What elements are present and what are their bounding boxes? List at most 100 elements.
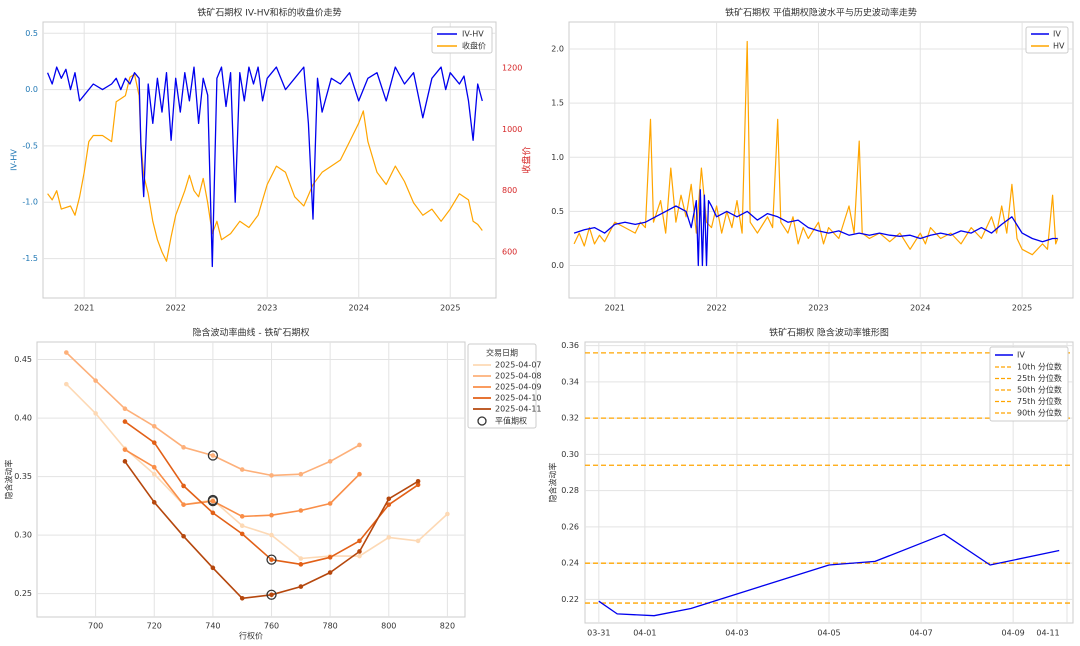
iv-line [573, 189, 1058, 267]
smile-point [269, 532, 274, 538]
x-tick-label: 04-03 [725, 629, 748, 638]
y-tick-label: 0.5 [551, 207, 564, 216]
y-tick-label: 0.40 [14, 414, 32, 423]
panel-smile-frame [36, 341, 466, 618]
y-tick-label: 0.0 [551, 261, 564, 270]
x-tick-label: 2025 [1012, 304, 1032, 313]
y-axis-label: 隐含波动率 [548, 463, 558, 503]
y-tick-label: 0.24 [561, 559, 579, 568]
x-tick-label: 740 [205, 622, 220, 631]
x-tick-label: 2024 [910, 304, 930, 313]
y2-tick-label: 600 [502, 248, 517, 257]
legend-label: IV [1017, 351, 1025, 360]
legend-frame [989, 346, 1069, 422]
smile-point [327, 459, 333, 464]
y-tick-label: 0.36 [561, 341, 579, 350]
smile-point [298, 556, 304, 561]
smile-point [151, 423, 157, 429]
smile-point [298, 562, 304, 567]
y-tick-label: 0.45 [14, 355, 32, 364]
smile-point [239, 467, 245, 472]
x-tick-label: 03-31 [587, 629, 610, 638]
smile-point [151, 471, 157, 477]
x-tick-label: 04-05 [817, 629, 840, 638]
x-tick-label: 2021 [605, 304, 625, 313]
y-tick-label: 0.28 [561, 486, 579, 495]
y-tick-label: 0.5 [25, 29, 38, 38]
x-tick-label: 820 [440, 622, 455, 631]
y-tick-label: 1.5 [551, 99, 564, 108]
ivhv-line [46, 66, 483, 268]
smile-point [298, 584, 304, 589]
y2-tick-label: 800 [502, 186, 517, 195]
smile-point [64, 381, 69, 387]
smile-point [415, 538, 421, 544]
x-tick-label: 700 [88, 622, 103, 631]
y2-axis-label: 收盘价 [521, 146, 533, 173]
cone-iv-line [598, 533, 1060, 617]
legend-label: 2025-04-11 [495, 405, 542, 414]
y-tick-label: 2.0 [551, 45, 564, 54]
y2-tick-label: 1000 [502, 125, 522, 134]
legend-label: HV [1053, 42, 1065, 51]
x-tick-label: 04-07 [909, 629, 932, 638]
smile-point [327, 555, 333, 560]
y-tick-label: 0.30 [14, 531, 32, 540]
legend-label: 2025-04-07 [495, 361, 542, 370]
smile-point [210, 453, 216, 458]
y-tick-label: 0.35 [14, 472, 32, 481]
smile-point [269, 473, 274, 478]
y-tick-label: -1.5 [22, 254, 38, 263]
smile-point [239, 523, 245, 529]
smile-point [181, 502, 186, 507]
y-tick-label: 0.32 [561, 414, 579, 423]
smile-point [122, 447, 128, 452]
smile-point [64, 350, 69, 355]
smile-point [151, 464, 157, 470]
x-tick-label: 04-11 [1036, 629, 1059, 638]
x-tick-label: 2024 [349, 304, 369, 313]
chart-title: 铁矿石期权 IV-HV和标的收盘价走势 [197, 7, 341, 19]
smile-point [357, 553, 362, 559]
panel-ivhv-frame [42, 21, 497, 299]
smile-point [298, 508, 304, 513]
smile-point [239, 531, 245, 537]
smile-point [93, 378, 98, 383]
smile-point [269, 592, 274, 598]
y-tick-label: 0.30 [561, 450, 579, 459]
smile-point [181, 445, 186, 450]
atm-marker [266, 554, 277, 565]
smile-point [357, 538, 362, 544]
close-price-line [47, 73, 483, 262]
smile-point [181, 533, 186, 539]
smile-point [357, 471, 362, 477]
smile-point [210, 510, 216, 516]
legend-label: 2025-04-10 [495, 394, 542, 403]
y-tick-label: 0.0 [25, 85, 38, 94]
panel-iv-hv-frame [568, 21, 1074, 299]
x-tick-label: 760 [264, 622, 279, 631]
smile-point [357, 549, 362, 554]
smile-point [415, 478, 421, 484]
y-tick-label: -1.0 [22, 198, 38, 207]
x-tick-label: 800 [381, 622, 396, 631]
legend-label: 50th 分位数 [1017, 385, 1062, 395]
x-tick-label: 04-01 [633, 629, 656, 638]
smile-point [210, 498, 216, 504]
x-tick-label: 2025 [440, 304, 460, 313]
smile-point [122, 419, 128, 424]
x-tick-label: 2023 [257, 304, 277, 313]
smile-point [210, 565, 216, 571]
y-tick-label: 0.25 [14, 589, 32, 598]
x-axis-label: 行权价 [239, 631, 263, 641]
chart-title: 隐含波动率曲线 - 铁矿石期权 [193, 327, 310, 339]
x-tick-label: 2022 [706, 304, 726, 313]
smile-point [386, 535, 392, 540]
legend-label: 90th 分位数 [1017, 408, 1062, 418]
y-axis-label: IV-HV [10, 149, 19, 171]
y-tick-label: 0.22 [561, 595, 579, 604]
smile-point [386, 496, 392, 502]
chart-title: 铁矿石期权 平值期权隐波水平与历史波动率走势 [725, 7, 917, 19]
legend-label: 10th 分位数 [1017, 362, 1062, 372]
